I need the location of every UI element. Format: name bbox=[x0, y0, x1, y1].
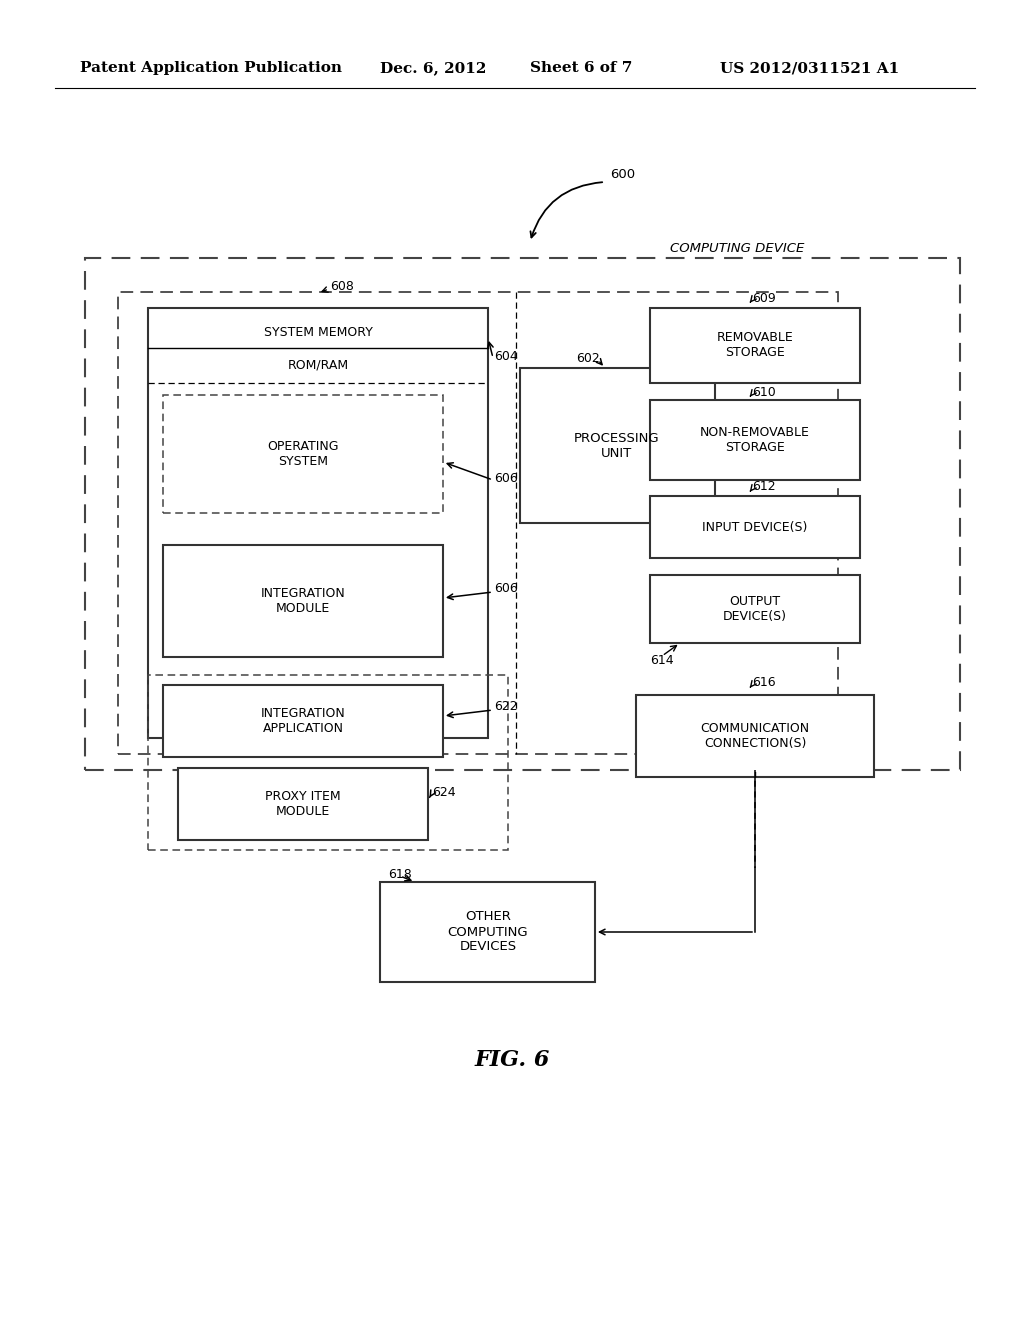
Text: OTHER
COMPUTING
DEVICES: OTHER COMPUTING DEVICES bbox=[447, 911, 528, 953]
Text: 600: 600 bbox=[610, 169, 635, 181]
Text: INPUT DEVICE(S): INPUT DEVICE(S) bbox=[702, 520, 808, 533]
Text: FIG. 6: FIG. 6 bbox=[474, 1049, 550, 1071]
Text: 606: 606 bbox=[494, 471, 518, 484]
Text: NON-REMOVABLE
STORAGE: NON-REMOVABLE STORAGE bbox=[700, 426, 810, 454]
Text: 609: 609 bbox=[752, 292, 776, 305]
Bar bbox=[163, 685, 443, 756]
Text: Sheet 6 of 7: Sheet 6 of 7 bbox=[530, 61, 633, 75]
Bar bbox=[636, 696, 874, 777]
Bar bbox=[650, 400, 860, 480]
Text: PROCESSING
UNIT: PROCESSING UNIT bbox=[574, 432, 659, 459]
Text: COMMUNICATION
CONNECTION(S): COMMUNICATION CONNECTION(S) bbox=[700, 722, 810, 750]
Bar bbox=[118, 292, 838, 754]
Text: 624: 624 bbox=[432, 785, 456, 799]
Text: PROXY ITEM
MODULE: PROXY ITEM MODULE bbox=[265, 789, 341, 818]
Bar bbox=[650, 496, 860, 558]
Text: 616: 616 bbox=[752, 676, 775, 689]
Text: 604: 604 bbox=[494, 350, 518, 363]
Bar bbox=[178, 768, 428, 840]
Text: 606: 606 bbox=[494, 582, 518, 594]
Bar bbox=[650, 308, 860, 383]
Text: ROM/RAM: ROM/RAM bbox=[288, 359, 348, 371]
Text: 622: 622 bbox=[494, 700, 517, 713]
Bar bbox=[520, 368, 715, 523]
Text: 608: 608 bbox=[330, 281, 354, 293]
Bar bbox=[85, 257, 961, 770]
Text: Dec. 6, 2012: Dec. 6, 2012 bbox=[380, 61, 486, 75]
Bar bbox=[148, 675, 508, 850]
Text: 618: 618 bbox=[388, 867, 412, 880]
Text: 610: 610 bbox=[752, 385, 776, 399]
Bar bbox=[650, 576, 860, 643]
Text: INTEGRATION
APPLICATION: INTEGRATION APPLICATION bbox=[261, 708, 345, 735]
Text: SYSTEM MEMORY: SYSTEM MEMORY bbox=[263, 326, 373, 338]
Text: OPERATING
SYSTEM: OPERATING SYSTEM bbox=[267, 440, 339, 469]
Text: 614: 614 bbox=[650, 653, 674, 667]
Text: Patent Application Publication: Patent Application Publication bbox=[80, 61, 342, 75]
Text: OUTPUT
DEVICE(S): OUTPUT DEVICE(S) bbox=[723, 595, 787, 623]
Bar bbox=[163, 545, 443, 657]
Text: 612: 612 bbox=[752, 480, 775, 494]
Text: 602: 602 bbox=[575, 351, 600, 364]
Bar bbox=[148, 308, 488, 738]
Text: COMPUTING DEVICE: COMPUTING DEVICE bbox=[670, 242, 805, 255]
Text: US 2012/0311521 A1: US 2012/0311521 A1 bbox=[720, 61, 899, 75]
Text: INTEGRATION
MODULE: INTEGRATION MODULE bbox=[261, 587, 345, 615]
Bar bbox=[163, 395, 443, 513]
Text: REMOVABLE
STORAGE: REMOVABLE STORAGE bbox=[717, 331, 794, 359]
Bar bbox=[380, 882, 595, 982]
